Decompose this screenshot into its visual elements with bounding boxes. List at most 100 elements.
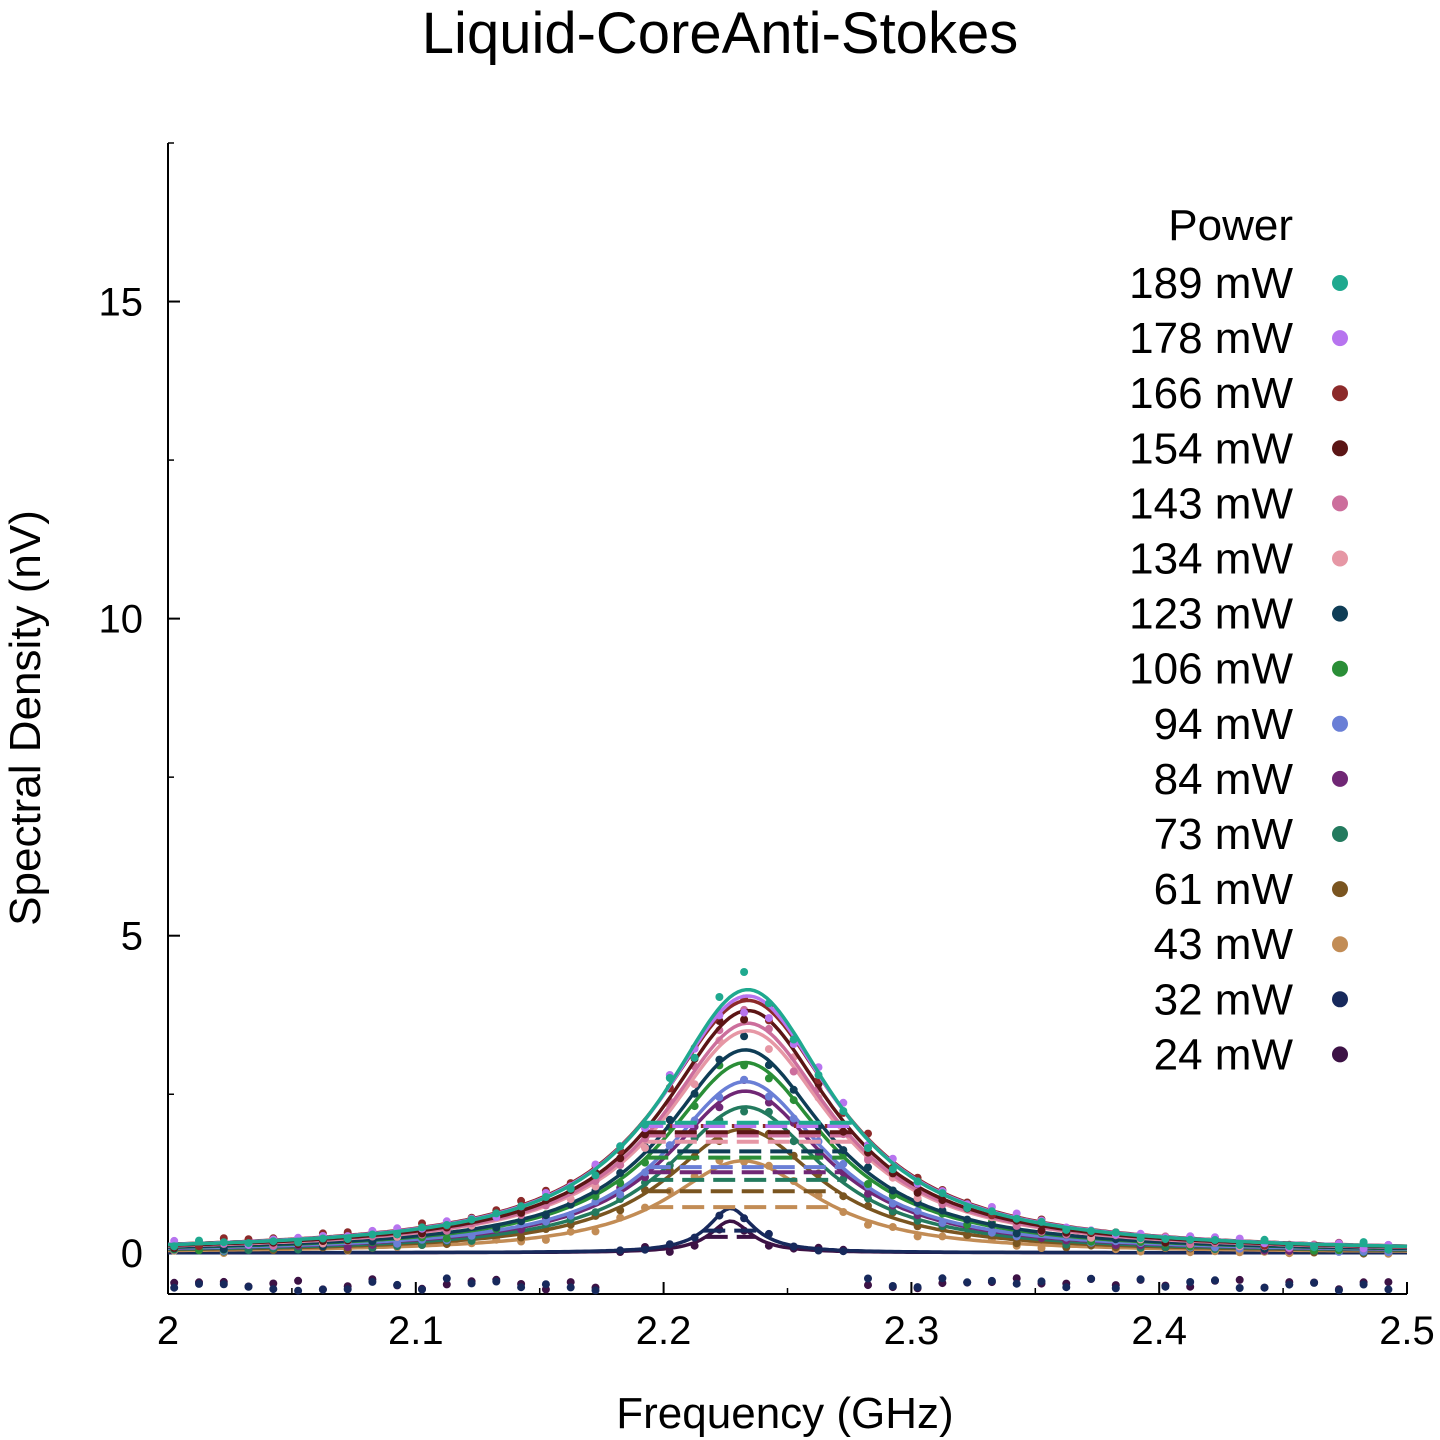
data-point [1012,1239,1021,1248]
data-point [492,1209,501,1218]
data-point [219,1238,228,1247]
legend-marker [1332,991,1348,1008]
legend-label: 94 mW [1154,700,1294,749]
legend-label: 154 mW [1129,424,1293,473]
data-point [616,1154,625,1163]
data-point [616,1206,625,1215]
data-point [1062,1225,1071,1234]
data-point [393,1239,402,1248]
data-point [1012,1229,1021,1238]
data-point [566,1195,575,1204]
data-point [913,1222,922,1231]
legend-marker [1332,495,1348,512]
data-point [987,1228,996,1237]
data-point [888,1199,897,1208]
data-point [839,1146,848,1155]
data-point [963,1231,972,1239]
data-point [1334,1286,1343,1295]
data-point [1062,1283,1071,1292]
data-point [170,1283,179,1292]
data-point [641,1245,649,1254]
data-point [1136,1234,1145,1243]
data-point [1012,1274,1021,1283]
data-point [740,1061,749,1070]
data-point [616,1179,625,1188]
data-point [1235,1241,1244,1250]
data-point [740,968,749,976]
data-point [839,1127,848,1136]
data-point [1012,1279,1021,1288]
data-point [418,1223,426,1232]
data-point [690,1233,699,1242]
data-point [269,1285,278,1294]
data-point [987,1276,996,1285]
data-point [294,1286,303,1295]
data-point [1037,1226,1046,1235]
data-point [864,1220,872,1229]
data-point [368,1230,377,1239]
data-point [517,1233,526,1242]
data-point [442,1280,451,1289]
legend-marker [1332,715,1348,732]
data-point [913,1232,922,1241]
data-point [864,1163,872,1172]
legend-marker [1332,881,1348,898]
data-point [839,1247,848,1256]
data-point [467,1231,476,1240]
legend-label: 73 mW [1154,810,1294,859]
data-point [715,1211,724,1220]
data-point [764,1014,773,1023]
data-point [665,1074,674,1082]
data-point [963,1215,972,1224]
data-point [789,1067,798,1076]
data-point [641,1203,649,1212]
legend-marker [1332,440,1348,457]
data-point [1037,1217,1046,1226]
data-point [195,1236,203,1245]
y-tick-label: 10 [99,598,144,642]
data-point [541,1280,550,1289]
data-point [690,1080,699,1089]
legend-marker [1332,605,1348,622]
data-point [616,1190,625,1199]
data-point [938,1232,947,1241]
data-point [938,1206,947,1215]
data-point [740,1107,749,1116]
data-point [938,1218,947,1227]
legend-marker [1332,330,1348,347]
data-point [1260,1283,1269,1292]
data-point [938,1189,947,1198]
data-point [393,1230,402,1239]
data-point [888,1207,897,1216]
legend-label: 134 mW [1129,535,1293,584]
data-point [814,1191,823,1200]
data-point [1186,1278,1195,1286]
data-point [740,1015,749,1024]
data-point [641,1168,649,1177]
data-point [789,1242,798,1251]
data-point [517,1202,526,1211]
data-point [864,1180,872,1188]
data-point [1037,1277,1046,1286]
data-point [740,1008,749,1017]
data-point [690,1102,699,1111]
x-tick-label: 2 [157,1309,179,1353]
y-tick-label: 5 [121,915,143,959]
data-point [195,1279,203,1288]
data-point [740,1032,749,1041]
data-point [1384,1278,1393,1287]
data-point [740,1214,749,1223]
data-point [1310,1243,1319,1252]
data-point [269,1279,278,1288]
data-point [318,1234,327,1243]
data-point [864,1274,872,1283]
y-axis-label: Spectral Density (nV) [1,510,50,926]
data-point [566,1211,575,1220]
data-point [641,1158,649,1167]
data-point [665,1141,674,1150]
data-point [1161,1235,1170,1243]
legend-marker [1332,936,1348,953]
data-point [864,1201,872,1210]
data-point [1359,1238,1368,1247]
data-point [888,1165,897,1174]
